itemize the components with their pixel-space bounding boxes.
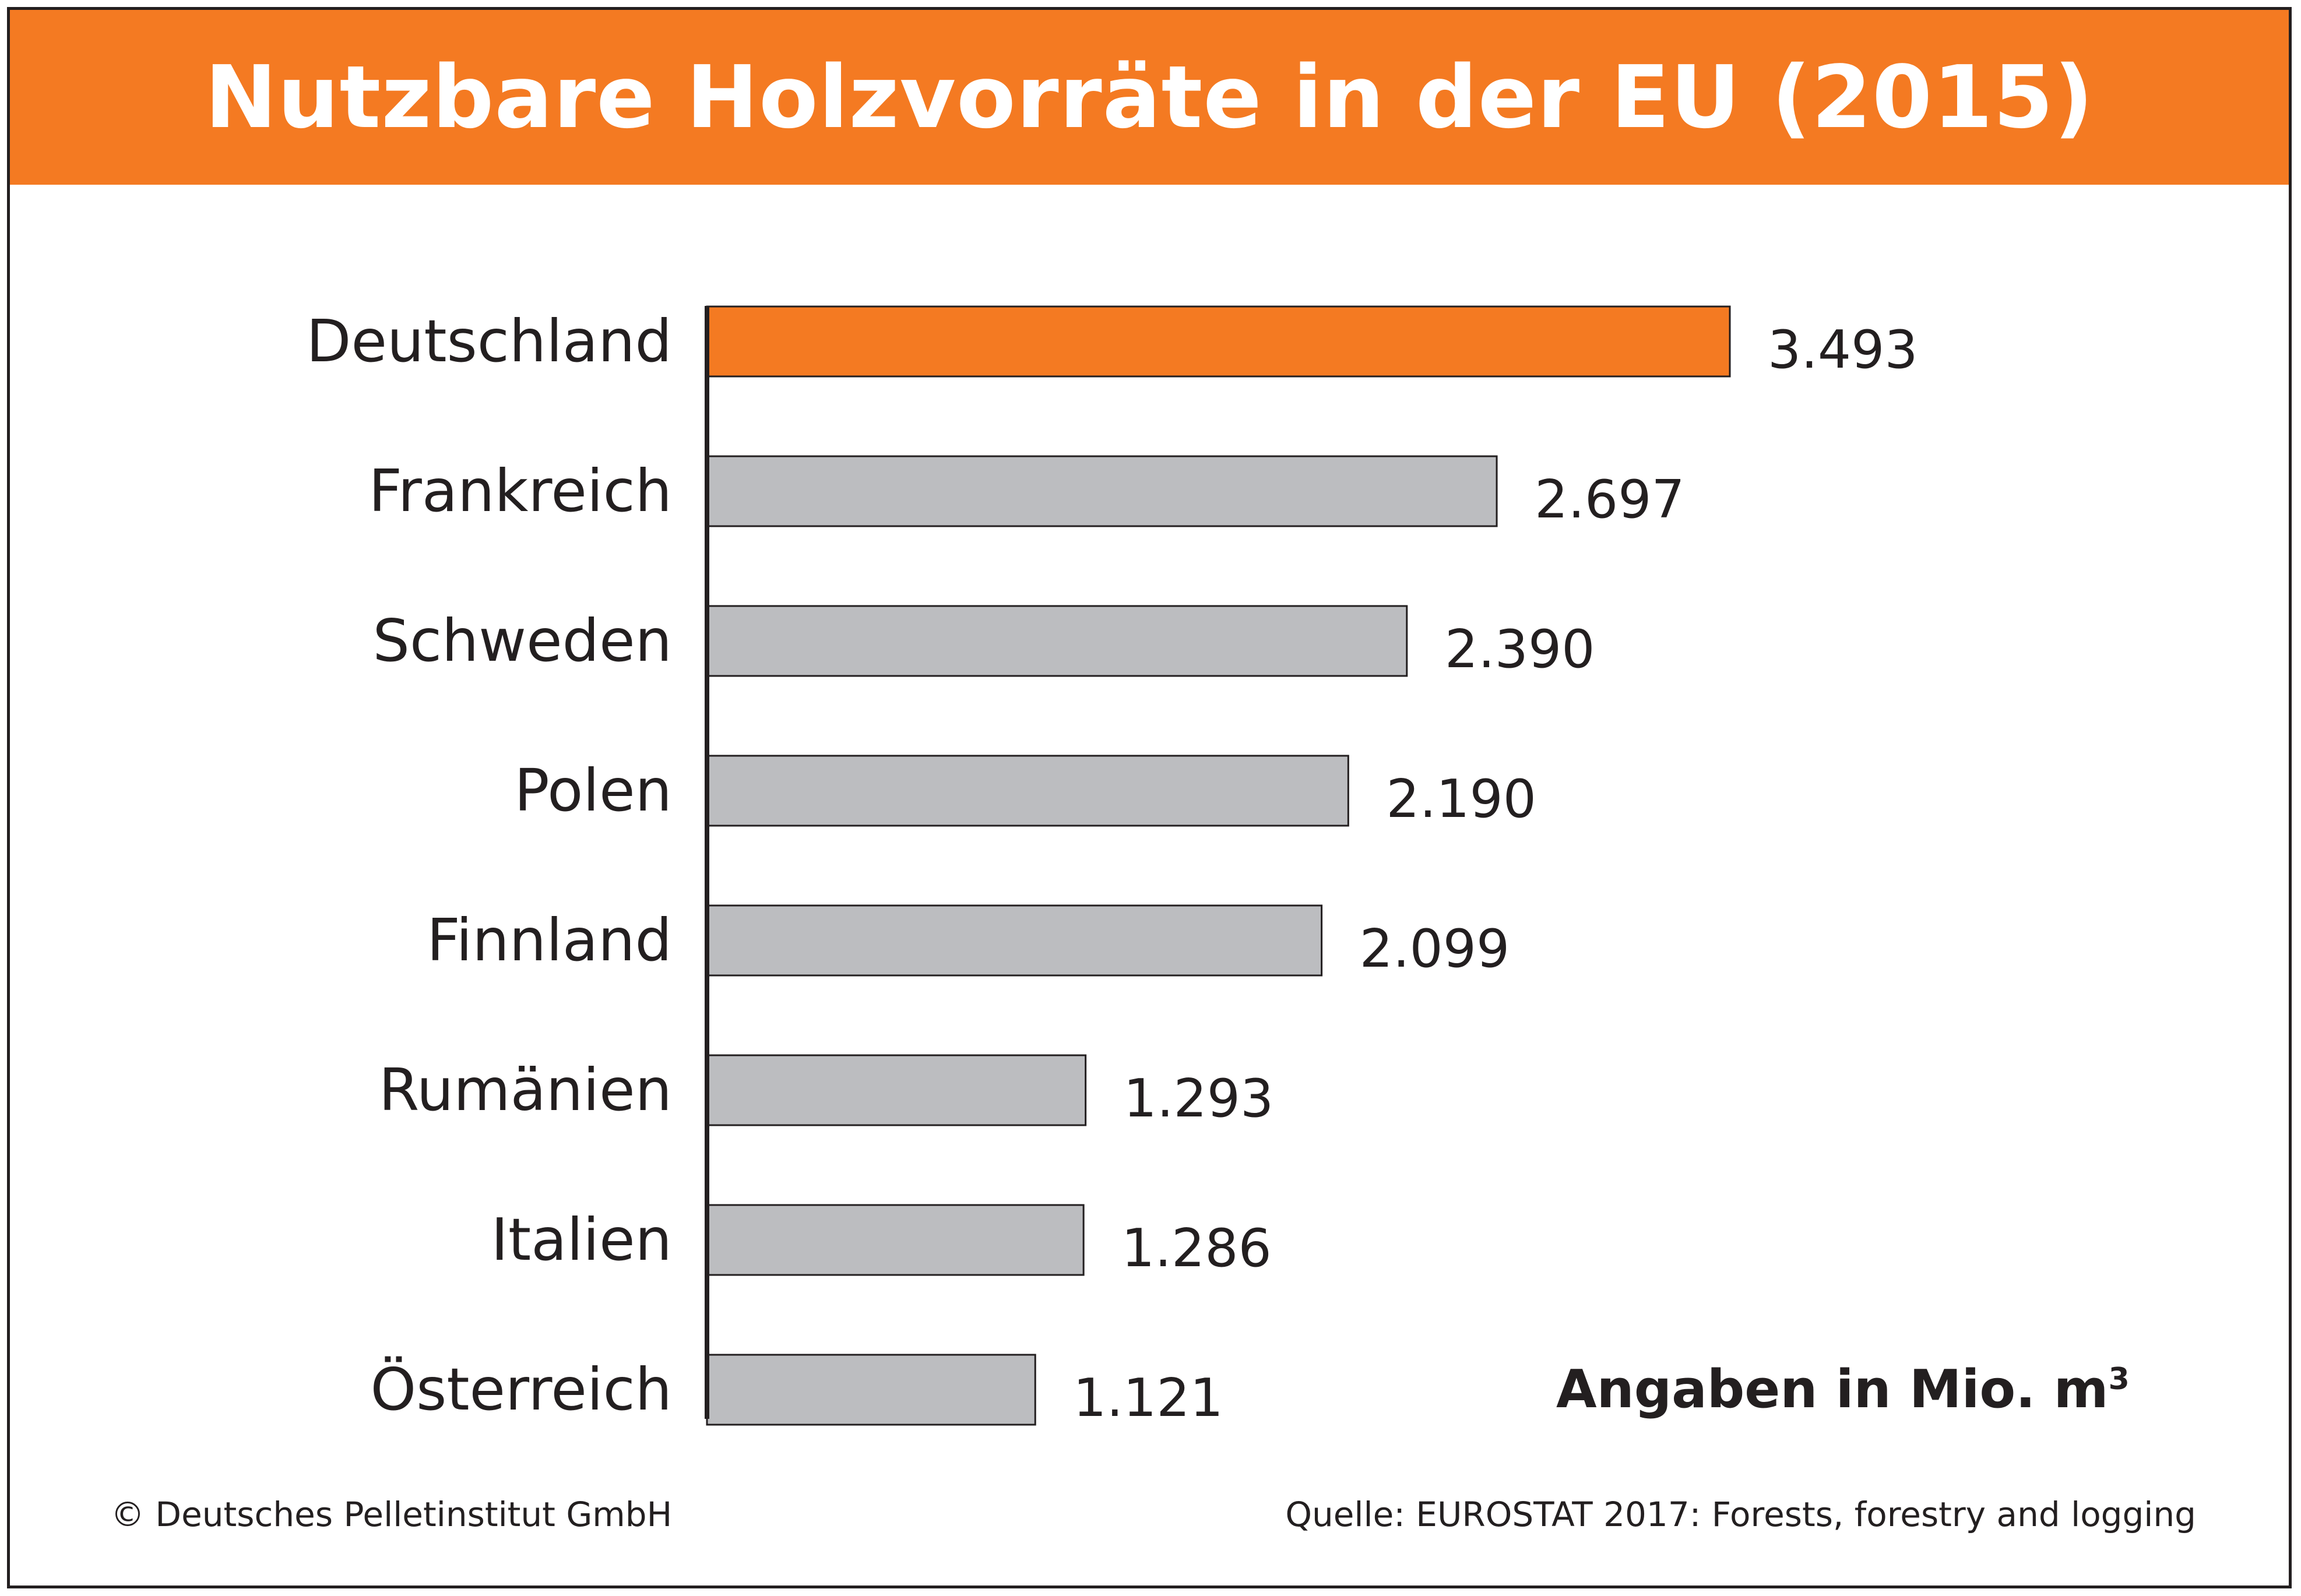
source-note: Quelle: EUROSTAT 2017: Forests, forestry… [1285, 1495, 2196, 1534]
bar-schweden [706, 605, 1408, 677]
bar-italien [706, 1204, 1085, 1276]
bar-finnland [706, 904, 1323, 977]
bar-rumanien [706, 1054, 1087, 1126]
unit-note: Angaben in Mio. m3 [1556, 1359, 2130, 1420]
bar-osterreich [706, 1354, 1036, 1426]
copyright-notice: © Deutsches Pelletinstitut GmbH [111, 1495, 673, 1534]
bar-deutschland [706, 305, 1731, 378]
value-label-rumanien: 1.293 [1124, 1068, 1274, 1129]
chart-title: Nutzbare Holzvorräte in der EU (2015) [205, 47, 2094, 147]
unit-note-superscript: 3 [2108, 1362, 2130, 1397]
value-label-schweden: 2.390 [1445, 619, 1595, 680]
category-label-frankreich: Frankreich [368, 457, 672, 525]
category-label-rumanien: Rumänien [379, 1056, 672, 1124]
value-label-deutschland: 3.493 [1768, 319, 1918, 380]
category-label-deutschland: Deutschland [307, 307, 673, 375]
value-label-finnland: 2.099 [1360, 918, 1510, 980]
category-label-finnland: Finnland [427, 906, 672, 974]
value-label-osterreich: 1.121 [1073, 1368, 1223, 1429]
bar-frankreich [706, 455, 1498, 527]
category-label-italien: Italien [491, 1206, 672, 1274]
unit-note-text: Angaben in Mio. m [1556, 1359, 2109, 1420]
category-label-osterreich: Österreich [371, 1355, 672, 1424]
value-label-italien: 1.286 [1121, 1218, 1272, 1279]
category-label-polen: Polen [514, 756, 672, 825]
bar-polen [706, 755, 1349, 827]
value-label-frankreich: 2.697 [1535, 469, 1685, 530]
title-bar: Nutzbare Holzvorräte in der EU (2015) [10, 10, 2289, 185]
value-label-polen: 2.190 [1386, 769, 1536, 830]
bars-layer: Deutschland 3.493 Frankreich 2.697 Schweden 2… [307, 305, 1918, 1429]
category-label-schweden: Schweden [372, 607, 672, 675]
chart-frame: Nutzbare Holzvorräte in der EU (2015) [7, 7, 2292, 1588]
